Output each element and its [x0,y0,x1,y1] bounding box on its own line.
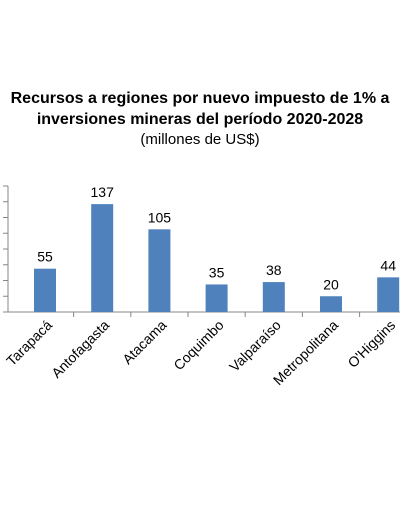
chart-title-line-1: Recursos a regiones por nuevo impuesto d… [10,90,390,107]
chart-title: Recursos a regiones por nuevo impuesto d… [0,88,400,150]
chart-title-line-2: inversiones mineras del período 2020-202… [36,111,364,128]
data-label-3: 35 [209,264,225,280]
bar-0 [34,268,56,312]
bar-2 [148,229,171,312]
category-label-0: Tarapacá [3,317,55,369]
data-label-5: 20 [323,276,339,292]
category-label-6: O'Higgins [344,317,398,371]
bar-3 [205,284,228,312]
category-label-2: Atacama [119,317,170,368]
bar-5 [320,296,342,312]
data-label-0: 55 [37,249,53,265]
data-label-4: 38 [266,262,282,278]
data-label-6: 44 [380,257,396,273]
bar-6 [377,277,400,312]
bar-1 [91,204,114,312]
category-label-1: Antofagasta [48,317,112,381]
bar-4 [262,282,285,312]
data-label-2: 105 [148,209,172,225]
category-label-3: Coquimbo [170,317,227,374]
data-label-1: 137 [91,184,115,200]
category-label-4: Valparaíso [226,317,284,375]
chart-subtitle: (millones de US$) [140,131,260,148]
